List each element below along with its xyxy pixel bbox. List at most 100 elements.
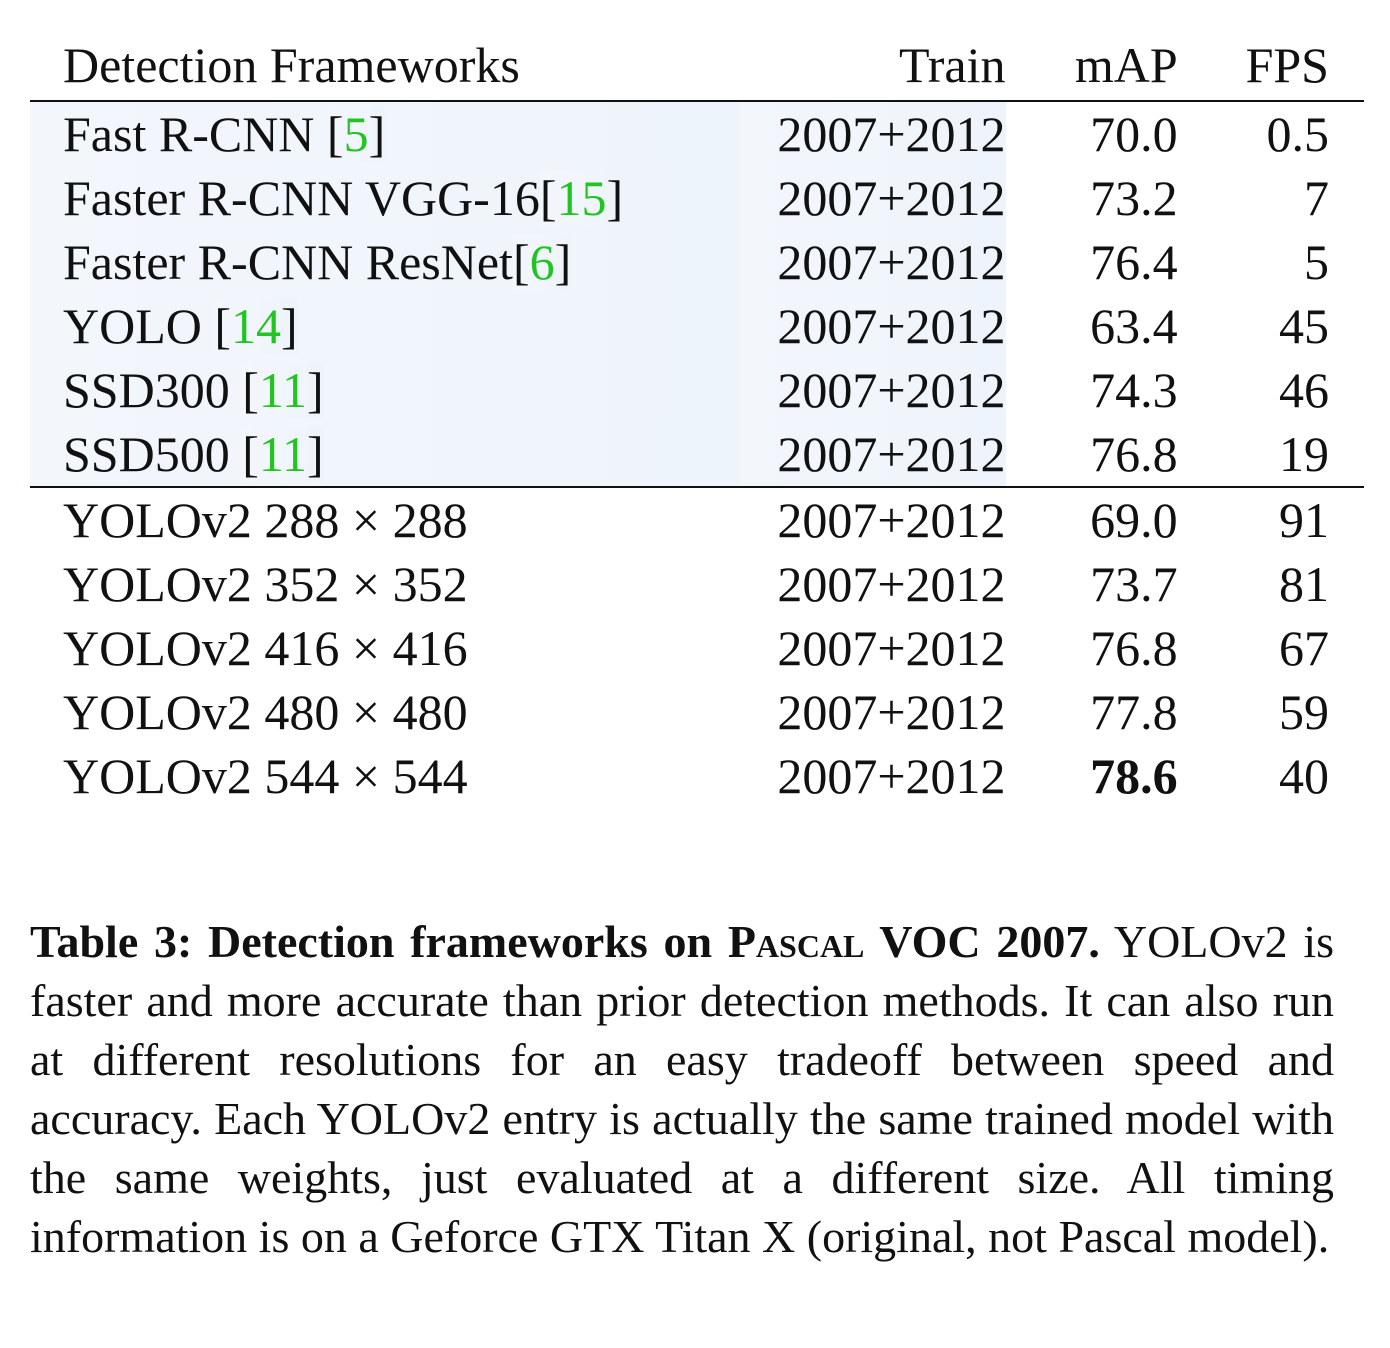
cite-bracket-close: ] <box>307 362 324 418</box>
yolov2-group: YOLOv2 288 × 288 2007+2012 69.0 91 YOLOv2 35… <box>30 487 1364 808</box>
citation-link[interactable]: 5 <box>343 106 369 162</box>
citation-group: [11] <box>242 362 324 418</box>
results-table-container: Detection Frameworks Train mAP FPS Fast … <box>30 30 1364 808</box>
header-map: mAP <box>1074 37 1178 93</box>
cite-bracket-open: [ <box>242 426 259 482</box>
header-fps: FPS <box>1245 37 1329 93</box>
cite-bracket-open: [ <box>214 298 232 354</box>
method-name: SSD500 <box>63 426 243 482</box>
fps-cell: 67 <box>1279 620 1329 676</box>
fps-cell: 19 <box>1279 426 1329 482</box>
map-cell: 76.8 <box>1090 426 1178 482</box>
method-name: SSD300 <box>63 362 243 418</box>
cite-bracket-close: ] <box>281 298 298 354</box>
method-name-cell: YOLO [14] <box>30 294 740 358</box>
table-row: SSD500 [11] 2007+2012 76.8 19 <box>30 422 1364 487</box>
cite-bracket-close: ] <box>307 426 324 482</box>
cite-bracket-close: ] <box>606 170 624 226</box>
header-train: Train <box>898 37 1006 93</box>
train-cell: 2007+2012 <box>739 422 1006 487</box>
train-cell: 2007+2012 <box>777 556 1006 612</box>
cite-bracket-close: ] <box>368 106 386 162</box>
train-cell: 2007+2012 <box>777 492 1006 548</box>
cite-bracket-open: [ <box>242 362 259 418</box>
fps-cell: 46 <box>1279 362 1329 418</box>
fps-cell: 0.5 <box>1266 106 1330 162</box>
map-cell: 74.3 <box>1090 362 1178 418</box>
fps-cell: 59 <box>1279 684 1329 740</box>
table-row: YOLOv2 416 × 416 2007+2012 76.8 67 <box>30 616 1364 680</box>
method-name-cell: YOLOv2 416 × 416 <box>63 620 468 676</box>
caption-body: YOLOv2 is faster and more accurate than … <box>30 916 1335 1262</box>
header-row: Detection Frameworks Train mAP FPS <box>30 30 1364 101</box>
train-cell: 2007+2012 <box>777 748 1006 804</box>
cite-bracket-open: [ <box>326 106 344 162</box>
train-cell: 2007+2012 <box>739 358 1006 422</box>
fps-cell: 91 <box>1279 492 1329 548</box>
header-detection-frameworks: Detection Frameworks <box>63 37 520 93</box>
prior-methods-group: Fast R-CNN [5] 2007+2012 70.0 0.5 Faster R-C… <box>30 101 1364 487</box>
fps-cell: 81 <box>1279 556 1329 612</box>
table-row: Faster R-CNN VGG-16[15] 2007+2012 73.2 7 <box>30 166 1364 230</box>
method-name: YOLO <box>63 298 215 354</box>
caption-title-prefix: Table 3: Detection frameworks on <box>30 916 728 967</box>
results-table: Detection Frameworks Train mAP FPS Fast … <box>30 30 1364 808</box>
table-row: YOLOv2 544 × 544 2007+2012 78.6 40 <box>30 744 1364 808</box>
map-cell: 76.4 <box>1090 234 1178 290</box>
method-name-cell: Faster R-CNN VGG-16[15] <box>30 166 740 230</box>
method-name-cell: YOLOv2 544 × 544 <box>63 748 468 804</box>
map-cell: 77.8 <box>1090 684 1178 740</box>
train-cell: 2007+2012 <box>739 230 1006 294</box>
citation-link[interactable]: 14 <box>231 298 282 354</box>
caption-title: Table 3: Detection frameworks on Pascal … <box>30 916 1100 967</box>
method-name-cell: SSD500 [11] <box>30 422 740 487</box>
fps-cell: 5 <box>1304 234 1329 290</box>
table-row: Fast R-CNN [5] 2007+2012 70.0 0.5 <box>30 101 1364 166</box>
citation-group: [15] <box>539 170 624 226</box>
method-name-cell: SSD300 [11] <box>30 358 740 422</box>
table-header: Detection Frameworks Train mAP FPS <box>30 30 1364 101</box>
fps-cell: 40 <box>1279 748 1329 804</box>
table-row: YOLO [14] 2007+2012 63.4 45 <box>30 294 1364 358</box>
citation-group: [5] <box>326 106 386 162</box>
citation-link[interactable]: 11 <box>258 362 308 418</box>
table-row: YOLOv2 288 × 288 2007+2012 69.0 91 <box>30 487 1364 552</box>
method-name-cell: YOLOv2 288 × 288 <box>63 492 468 548</box>
map-cell: 73.2 <box>1090 170 1178 226</box>
train-cell: 2007+2012 <box>777 684 1006 740</box>
map-cell: 70.0 <box>1090 106 1178 162</box>
method-name: Faster R-CNN ResNet <box>63 234 513 290</box>
map-cell: 69.0 <box>1090 492 1178 548</box>
table-caption: Table 3: Detection frameworks on Pascal … <box>30 912 1334 1266</box>
table-row: Faster R-CNN ResNet[6] 2007+2012 76.4 5 <box>30 230 1364 294</box>
map-cell: 78.6 <box>1090 748 1178 804</box>
map-cell: 63.4 <box>1090 298 1178 354</box>
fps-cell: 45 <box>1279 298 1329 354</box>
table-row: YOLOv2 352 × 352 2007+2012 73.7 81 <box>30 552 1364 616</box>
citation-group: [14] <box>214 298 298 354</box>
citation-link[interactable]: 15 <box>556 170 607 226</box>
caption-title-suffix: VOC 2007. <box>864 916 1100 967</box>
cite-bracket-open: [ <box>512 234 530 290</box>
map-cell: 73.7 <box>1090 556 1178 612</box>
method-name: Fast R-CNN <box>63 106 327 162</box>
method-name-cell: YOLOv2 480 × 480 <box>63 684 468 740</box>
train-cell: 2007+2012 <box>739 166 1006 230</box>
table-row: YOLOv2 480 × 480 2007+2012 77.8 59 <box>30 680 1364 744</box>
method-name-cell: Fast R-CNN [5] <box>30 101 740 166</box>
citation-link[interactable]: 6 <box>529 234 555 290</box>
train-cell: 2007+2012 <box>739 101 1006 166</box>
caption-title-pascal: Pascal <box>727 916 865 967</box>
train-cell: 2007+2012 <box>777 620 1006 676</box>
fps-cell: 7 <box>1304 170 1329 226</box>
citation-link[interactable]: 11 <box>258 426 308 482</box>
train-cell: 2007+2012 <box>739 294 1006 358</box>
citation-group: [11] <box>242 426 324 482</box>
table-row: SSD300 [11] 2007+2012 74.3 46 <box>30 358 1364 422</box>
map-cell: 76.8 <box>1090 620 1178 676</box>
citation-group: [6] <box>512 234 572 290</box>
method-name: Faster R-CNN VGG-16 <box>63 170 540 226</box>
cite-bracket-close: ] <box>554 234 572 290</box>
cite-bracket-open: [ <box>539 170 557 226</box>
method-name-cell: Faster R-CNN ResNet[6] <box>30 230 740 294</box>
